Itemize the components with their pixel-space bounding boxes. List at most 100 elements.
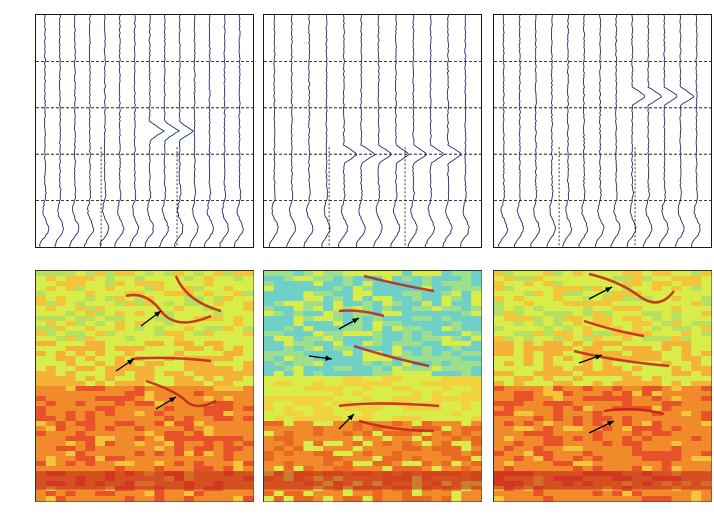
spectrogram-cell	[533, 436, 544, 442]
spectrogram-cell	[572, 421, 584, 427]
spectrogram-cell	[372, 441, 383, 447]
spectrogram-cell	[411, 281, 423, 287]
spectrogram-cell	[701, 421, 712, 427]
spectrogram-cell	[641, 456, 653, 462]
spectrogram-cell	[572, 276, 584, 282]
spectrogram-cell	[283, 391, 295, 397]
spectrogram-cell	[671, 311, 682, 317]
spectrogram-cell	[264, 316, 275, 322]
spectrogram-cell	[641, 321, 653, 327]
spectrogram-cell	[342, 316, 354, 322]
spectrogram-cell	[352, 271, 364, 277]
spectrogram-cell	[174, 466, 185, 472]
spectrogram-cell	[144, 336, 155, 342]
spectrogram-cell	[382, 316, 393, 322]
spectrogram-cell	[671, 466, 682, 472]
spectrogram-cell	[681, 286, 692, 292]
spectrogram-cell	[243, 441, 254, 447]
spectrogram-cell	[533, 271, 544, 277]
spectrogram-cell	[264, 456, 275, 462]
spectrogram-cell	[193, 346, 205, 352]
spectrogram-cell	[233, 391, 244, 397]
spectrogram-cell	[233, 326, 244, 332]
spectrogram-cell	[612, 351, 623, 357]
spectrogram-cell	[651, 356, 663, 362]
spectrogram-cell	[592, 351, 603, 357]
spectrogram-cell	[671, 446, 682, 452]
spectrogram-cell	[134, 321, 145, 327]
spectrogram-cell	[441, 496, 452, 502]
spectrogram-cell	[602, 426, 613, 432]
spectrogram-cell	[494, 451, 505, 457]
spectrogram-cell	[641, 426, 653, 432]
spectrogram-cell	[523, 271, 534, 277]
spectrogram-cell	[523, 336, 534, 342]
spectrogram-cell	[612, 286, 623, 292]
spectrogram-cell	[671, 276, 682, 282]
spectrogram-cell	[144, 411, 155, 417]
spectrogram-cell	[523, 386, 534, 392]
spectrogram-cell	[105, 286, 116, 292]
spectrogram-cell	[105, 361, 116, 367]
spectrogram-cell	[352, 371, 364, 377]
spectrogram-cell	[45, 496, 57, 502]
spectrogram-cell	[264, 491, 275, 497]
spectrogram-cell	[342, 406, 354, 412]
spectrogram-cell	[313, 271, 324, 277]
spectrogram-cell	[283, 401, 295, 407]
spectrogram-cell	[36, 386, 47, 392]
spectrogram-cell	[65, 401, 76, 407]
spectrogram-cell	[451, 381, 462, 387]
spectral-ridge	[573, 349, 670, 368]
spectrogram-cell	[523, 361, 534, 367]
spectrogram-cell	[213, 396, 224, 402]
spectrogram-cell	[223, 371, 234, 377]
spectrogram-cell	[264, 276, 275, 282]
spectrogram-cell	[582, 466, 594, 472]
spectrogram-cell	[105, 491, 116, 497]
spectrogram-cell	[701, 396, 712, 402]
spectral-ridge	[588, 272, 675, 304]
spectrogram-cell	[134, 466, 145, 472]
spectrogram-cell	[523, 356, 534, 362]
spectrogram-cell	[543, 376, 554, 382]
spectrogram-cell	[441, 421, 452, 427]
spectrogram-cell	[503, 411, 515, 417]
spectrogram-cell	[124, 441, 136, 447]
spectrogram-cell	[164, 411, 175, 417]
spectrogram-cell	[523, 451, 534, 457]
spectrogram-cell	[533, 381, 544, 387]
spectrogram-cell	[333, 461, 344, 467]
spectrogram-cell	[641, 446, 653, 452]
spectrogram-cell	[264, 301, 275, 307]
spectrogram-cell	[352, 431, 364, 437]
spectrogram-cell	[503, 466, 515, 472]
trace-plot-1	[36, 14, 253, 248]
spectrogram-cell	[36, 451, 47, 457]
spectrogram-cell	[651, 301, 663, 307]
spectrogram-cell	[323, 306, 334, 312]
spectrogram-cell	[65, 316, 76, 322]
spectrogram-cell	[323, 316, 334, 322]
spectrogram-cell	[681, 376, 692, 382]
spectrogram-cell	[602, 281, 613, 287]
spectrogram-cell	[602, 496, 613, 502]
spectrogram-cell	[283, 466, 295, 472]
spectrogram-cell	[691, 436, 702, 442]
spectrogram-cell	[451, 326, 462, 332]
spectrogram-cell	[273, 406, 285, 412]
spectrogram-cell	[233, 306, 244, 312]
spectrogram-cell	[471, 451, 482, 457]
spectrogram-cell	[75, 386, 86, 392]
spectrogram-cell	[543, 456, 554, 462]
spectrogram-cell	[333, 291, 344, 297]
spectrogram-cell	[382, 301, 393, 307]
spectrogram-cell	[342, 466, 354, 472]
spectrogram-cell	[441, 426, 452, 432]
spectrogram-cell	[431, 361, 443, 367]
spectrogram-cell	[333, 356, 344, 362]
spectrogram-cell	[372, 296, 383, 302]
spectrogram-cell	[313, 341, 324, 347]
spectrogram-cell	[95, 306, 106, 312]
spectrogram-cell	[183, 316, 195, 322]
